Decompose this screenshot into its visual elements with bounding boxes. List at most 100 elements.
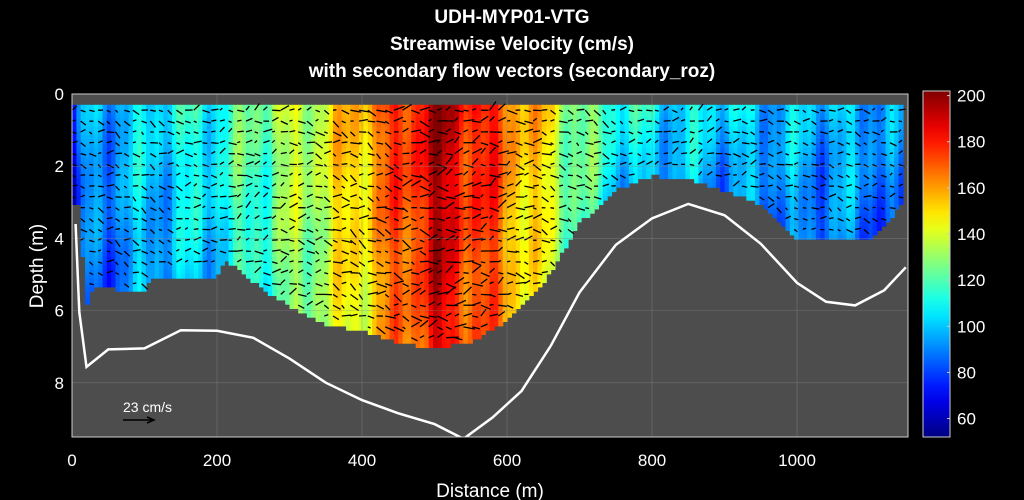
heatmap-cell: [502, 217, 508, 223]
heatmap-cell: [459, 113, 465, 119]
heatmap-cell: [106, 148, 112, 154]
heatmap-cell: [507, 230, 512, 236]
heatmap-cell: [280, 239, 286, 244]
heatmap-cell: [89, 234, 95, 240]
heatmap-cell: [193, 182, 199, 188]
heatmap-cell: [494, 204, 499, 210]
heatmap-cell: [420, 247, 425, 253]
heatmap-cell: [302, 278, 308, 283]
heatmap-cell: [424, 299, 430, 305]
heatmap-cell: [446, 252, 452, 257]
heatmap-cell: [280, 265, 286, 270]
heatmap-cell: [437, 308, 443, 314]
heatmap-cell: [285, 200, 291, 205]
heatmap-cell: [511, 169, 517, 175]
heatmap-cell: [524, 252, 530, 257]
heatmap-cell: [333, 213, 338, 218]
heatmap-cell: [115, 273, 121, 279]
heatmap-cell: [202, 208, 208, 214]
heatmap-cell: [328, 247, 334, 253]
heatmap-cell: [302, 295, 308, 301]
heatmap-cell: [189, 221, 195, 227]
heatmap-cell: [85, 139, 91, 145]
heatmap-cell: [528, 191, 534, 197]
heatmap-cell: [407, 191, 412, 197]
heatmap-cell: [333, 200, 338, 205]
heatmap-cell: [372, 130, 378, 136]
heatmap-cell: [441, 148, 447, 154]
heatmap-cell: [346, 178, 352, 184]
heatmap-cell: [437, 299, 443, 305]
heatmap-cell: [272, 213, 278, 218]
heatmap-cell: [93, 109, 99, 115]
heatmap-cell: [276, 126, 282, 132]
heatmap-cell: [132, 182, 138, 188]
heatmap-cell: [189, 269, 195, 275]
heatmap-cell: [411, 152, 417, 158]
heatmap-cell: [533, 260, 539, 266]
heatmap-cell: [398, 213, 404, 218]
heatmap-cell: [428, 243, 434, 249]
heatmap-cell: [93, 265, 99, 270]
heatmap-cell: [141, 195, 147, 201]
heatmap-cell: [259, 169, 265, 175]
heatmap-cell: [359, 156, 365, 162]
heatmap-cell: [489, 169, 495, 175]
heatmap-cell: [372, 278, 378, 283]
heatmap-cell: [215, 226, 221, 231]
heatmap-cell: [250, 187, 256, 193]
heatmap-cell: [467, 334, 473, 340]
heatmap-cell: [89, 182, 95, 188]
heatmap-cell: [398, 122, 404, 128]
heatmap-cell: [324, 260, 330, 266]
heatmap-cell: [415, 273, 421, 279]
heatmap-cell: [520, 187, 526, 193]
heatmap-cell: [146, 178, 151, 184]
heatmap-cell: [328, 135, 334, 141]
heatmap-cell: [111, 243, 117, 249]
heatmap-cell: [119, 148, 125, 154]
heatmap-cell: [407, 139, 412, 145]
heatmap-cell: [302, 291, 308, 296]
heatmap-cell: [202, 104, 208, 110]
heatmap-cell: [359, 282, 365, 288]
heatmap-cell: [446, 174, 452, 180]
heatmap-cell: [280, 165, 286, 171]
heatmap-cell: [480, 169, 486, 175]
heatmap-cell: [293, 109, 299, 115]
heatmap-cell: [80, 104, 86, 110]
heatmap-cell: [341, 308, 347, 314]
heatmap-cell: [259, 117, 265, 123]
heatmap-cell: [507, 174, 512, 180]
heatmap-cell: [311, 217, 317, 223]
heatmap-cell: [280, 161, 286, 167]
heatmap-cell: [354, 321, 360, 327]
heatmap-cell: [393, 165, 399, 171]
heatmap-cell: [298, 122, 304, 128]
heatmap-cell: [446, 256, 452, 262]
heatmap-cell: [202, 169, 208, 175]
heatmap-cell: [346, 291, 352, 296]
heatmap-cell: [433, 325, 439, 331]
heatmap-cell: [467, 139, 473, 145]
heatmap-cell: [533, 204, 539, 210]
heatmap-cell: [106, 191, 112, 197]
heatmap-cell: [250, 239, 256, 244]
heatmap-cell: [280, 234, 286, 240]
heatmap-cell: [254, 182, 260, 188]
heatmap-cell: [494, 230, 499, 236]
heatmap-cell: [350, 291, 356, 296]
heatmap-cell: [311, 169, 317, 175]
heatmap-cell: [128, 286, 134, 292]
heatmap-cell: [428, 252, 434, 257]
heatmap-cell: [367, 200, 373, 205]
heatmap-cell: [420, 308, 425, 314]
heatmap-cell: [437, 330, 443, 335]
heatmap-cell: [407, 130, 412, 136]
heatmap-cell: [341, 230, 347, 236]
heatmap-cell: [398, 217, 404, 223]
heatmap-cell: [494, 148, 499, 154]
heatmap-cell: [302, 178, 308, 184]
heatmap-cell: [206, 109, 212, 115]
heatmap-cell: [459, 265, 465, 270]
